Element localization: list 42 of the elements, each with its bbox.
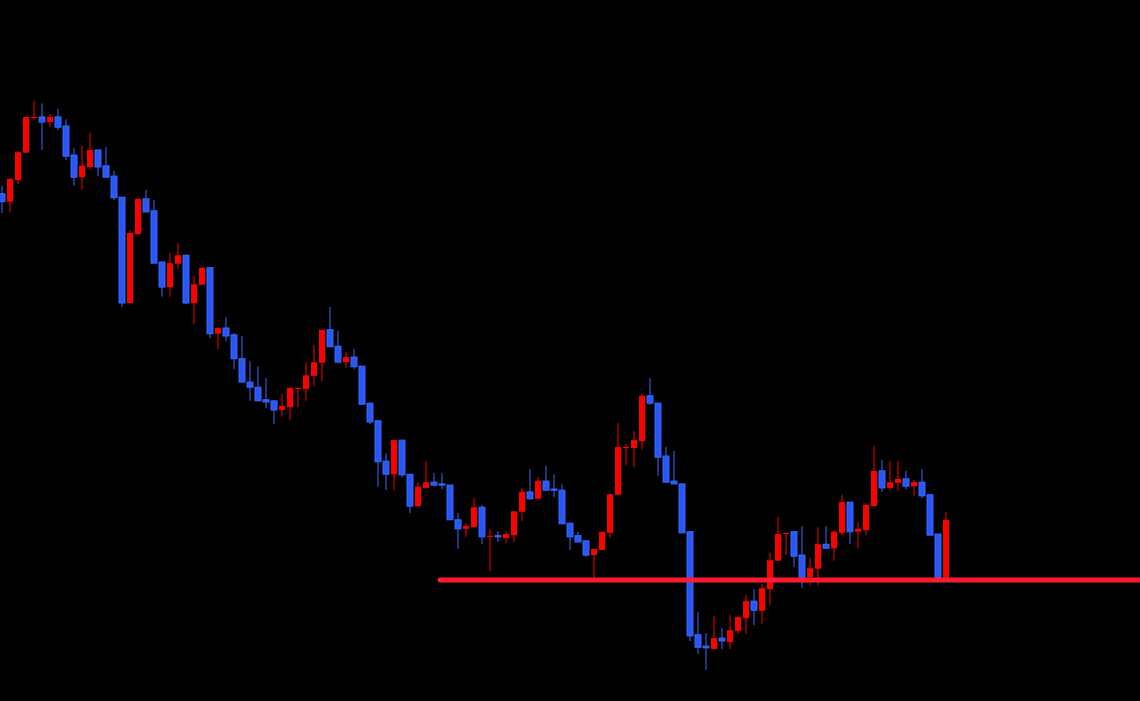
candlestick bbox=[503, 531, 509, 544]
candlestick bbox=[175, 242, 181, 270]
candlestick bbox=[38, 102, 46, 151]
candlestick bbox=[79, 145, 85, 191]
candlestick bbox=[735, 615, 741, 635]
candlestick bbox=[526, 468, 534, 501]
candlestick bbox=[463, 523, 469, 538]
candlestick bbox=[511, 510, 517, 543]
candlestick bbox=[759, 583, 765, 625]
candlestick bbox=[902, 470, 910, 490]
candlestick bbox=[878, 459, 886, 493]
candlestick bbox=[191, 275, 197, 325]
candlestick bbox=[47, 113, 53, 128]
candlestick bbox=[807, 557, 813, 586]
candlestick bbox=[631, 430, 637, 468]
candlestick bbox=[718, 627, 726, 650]
candlestick bbox=[311, 344, 317, 387]
candlestick bbox=[831, 529, 837, 562]
candlestick bbox=[750, 588, 758, 626]
candlestick bbox=[887, 460, 893, 492]
candlestick bbox=[519, 487, 525, 522]
candlestick bbox=[895, 460, 901, 492]
candlestick bbox=[855, 521, 861, 549]
candlestick bbox=[535, 476, 541, 500]
candlestick bbox=[591, 548, 597, 579]
candlestick bbox=[215, 327, 221, 350]
candlestick bbox=[279, 393, 285, 418]
candlestick bbox=[711, 615, 717, 650]
candlestick bbox=[87, 132, 93, 170]
candlestick bbox=[0, 185, 6, 214]
candlestick bbox=[494, 530, 502, 543]
candlestick bbox=[303, 361, 309, 402]
candlestick bbox=[287, 387, 293, 421]
candlestick bbox=[423, 460, 429, 489]
candlestick bbox=[911, 479, 917, 497]
candlestick bbox=[167, 252, 173, 298]
candlestick bbox=[822, 525, 830, 549]
candlestick bbox=[343, 351, 349, 369]
candlestick bbox=[727, 614, 733, 650]
candlestick bbox=[743, 594, 749, 635]
candlestick bbox=[7, 177, 13, 213]
candlestick bbox=[471, 497, 477, 528]
